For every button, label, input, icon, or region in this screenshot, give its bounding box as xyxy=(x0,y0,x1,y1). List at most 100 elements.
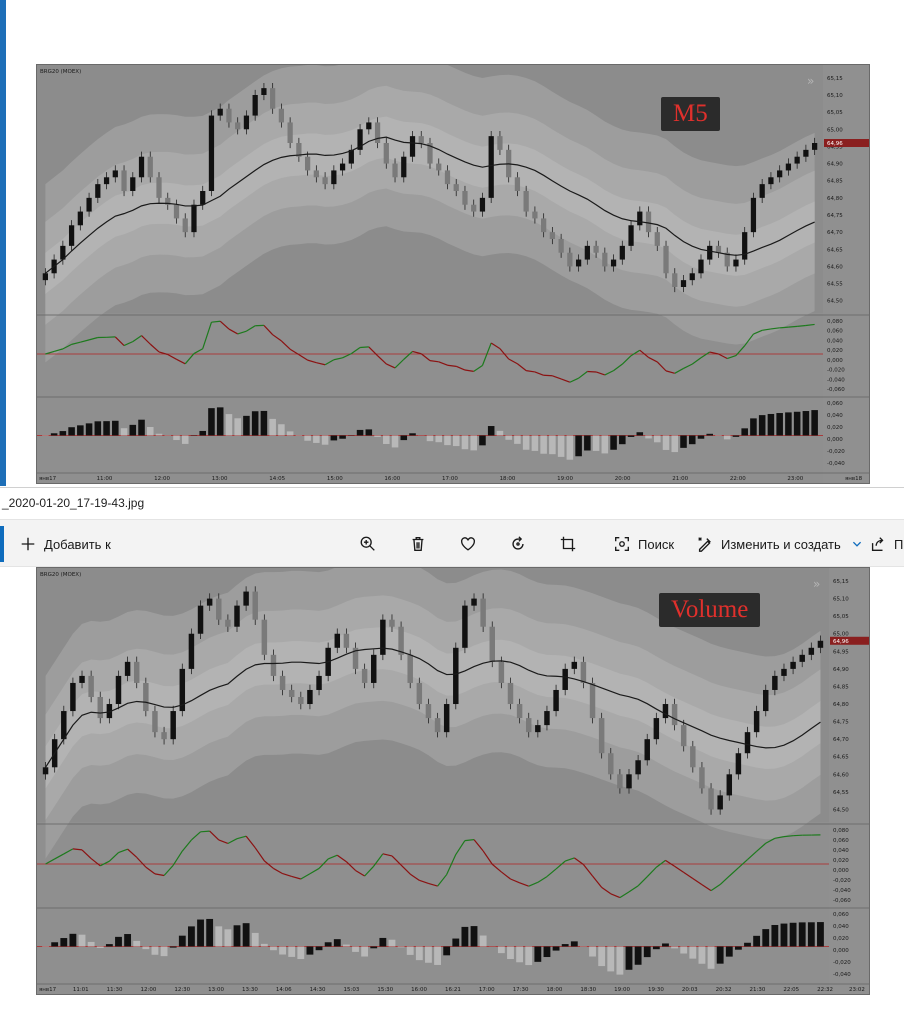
histogram-bar xyxy=(286,431,294,436)
oscillator-segment xyxy=(400,864,411,875)
oscillator-tick-label: 0,060 xyxy=(827,329,843,335)
histogram-bar xyxy=(652,946,660,950)
time-tick-label: 22:00 xyxy=(730,476,746,482)
oscillator-segment xyxy=(377,355,387,365)
oscillator-segment xyxy=(674,367,684,374)
oscillator-segment xyxy=(282,873,292,878)
candle-body xyxy=(261,88,267,95)
edit-create-button[interactable]: Изменить и создать xyxy=(695,533,867,555)
histogram-bar xyxy=(129,424,137,436)
oscillator-segment xyxy=(114,336,125,346)
histogram-bar xyxy=(762,929,770,947)
oscillator-segment xyxy=(455,840,466,855)
favorite-button[interactable] xyxy=(458,533,478,555)
histogram-bar xyxy=(662,435,670,450)
visual-search-button[interactable]: Поиск xyxy=(612,533,674,555)
candle-body xyxy=(763,689,769,712)
chevron-down-icon[interactable] xyxy=(847,534,867,554)
histogram-bar xyxy=(706,433,714,436)
zoom-in-icon xyxy=(358,534,378,554)
oscillator-segment xyxy=(336,854,347,863)
oscillator-segment xyxy=(373,853,384,867)
oscillator-segment xyxy=(473,364,483,372)
oscillator-segment xyxy=(582,864,594,877)
oscillator-segment xyxy=(236,835,247,840)
oscillator-segment xyxy=(564,857,575,862)
candle-body xyxy=(584,245,590,260)
histogram-bar xyxy=(680,946,688,954)
histogram-bar xyxy=(173,435,180,441)
histogram-bar xyxy=(178,935,186,947)
histogram-bar xyxy=(42,946,49,947)
time-tick-label: 12:00 xyxy=(154,476,170,482)
time-tick-label: янв18 xyxy=(845,476,863,482)
histogram-bar xyxy=(570,941,578,947)
candle-body xyxy=(234,605,240,627)
histogram-tick-label: 0,040 xyxy=(827,413,843,419)
candle-body xyxy=(479,197,486,212)
rotate-button[interactable] xyxy=(508,533,528,555)
share-button[interactable]: П xyxy=(868,533,903,555)
histogram-bar xyxy=(356,429,364,436)
candle-body xyxy=(179,668,186,712)
candle-body xyxy=(497,136,503,150)
oscillator-segment xyxy=(619,891,630,899)
oscillator-tick-label: 0,020 xyxy=(833,858,849,864)
candle-body xyxy=(156,177,162,198)
histogram-bar xyxy=(607,946,615,972)
oscillator-segment xyxy=(72,848,83,851)
oscillator-segment xyxy=(309,867,320,875)
price-tick-label: 65,15 xyxy=(827,76,843,82)
histogram-tick-label: -0,040 xyxy=(833,972,851,978)
oscillator-tick-label: -0,060 xyxy=(827,387,845,393)
time-tick-label: 19:30 xyxy=(648,987,664,993)
candle-body xyxy=(70,682,76,712)
candle-body xyxy=(88,675,94,697)
histogram-bar xyxy=(634,946,642,965)
histogram-bar xyxy=(51,942,59,947)
candle-body xyxy=(698,259,704,274)
oscillator-segment xyxy=(273,867,283,875)
oscillator-segment xyxy=(727,355,737,360)
candle-body xyxy=(516,704,523,719)
candle-body xyxy=(532,211,538,219)
oscillator-segment xyxy=(263,324,274,336)
oscillator-segment xyxy=(211,320,221,323)
candle-body xyxy=(750,197,757,233)
oscillator-segment xyxy=(560,378,571,383)
add-to-button[interactable]: Добавить к xyxy=(18,533,111,555)
candle-body xyxy=(571,661,578,669)
zoom-in-button[interactable] xyxy=(358,533,378,555)
oscillator-segment xyxy=(528,881,539,887)
candle-body xyxy=(279,675,286,690)
crop-button[interactable] xyxy=(558,533,578,555)
histogram-bar xyxy=(734,946,742,950)
oscillator-segment xyxy=(517,363,527,372)
oscillator-segment xyxy=(420,353,431,362)
price-tick-label: 65,05 xyxy=(827,110,843,116)
histogram-bar xyxy=(552,946,560,951)
histogram-bar xyxy=(233,925,241,947)
histogram-bar xyxy=(452,938,460,947)
oscillator-segment xyxy=(482,850,493,865)
time-tick-label: 16:00 xyxy=(384,476,400,482)
oscillator-tick-label: 0,000 xyxy=(827,358,843,364)
histogram-bar xyxy=(654,435,661,443)
candle-body xyxy=(610,259,617,267)
candle-body xyxy=(434,718,441,733)
candle-body xyxy=(130,177,136,191)
candle-body xyxy=(425,704,432,719)
histogram-bar xyxy=(627,435,635,437)
delete-button[interactable] xyxy=(408,533,428,555)
histogram-bar xyxy=(105,944,113,947)
oscillator-segment xyxy=(765,837,776,844)
share-icon xyxy=(868,534,888,554)
histogram-bar xyxy=(288,946,296,957)
oscillator-segment xyxy=(805,323,815,327)
histogram-bar xyxy=(662,943,669,947)
price-tick-label: 64,95 xyxy=(833,649,849,655)
oscillator-segment xyxy=(569,377,579,383)
oscillator-segment xyxy=(382,853,393,857)
candle-body xyxy=(112,170,118,178)
price-tick-label: 64,55 xyxy=(827,282,843,288)
